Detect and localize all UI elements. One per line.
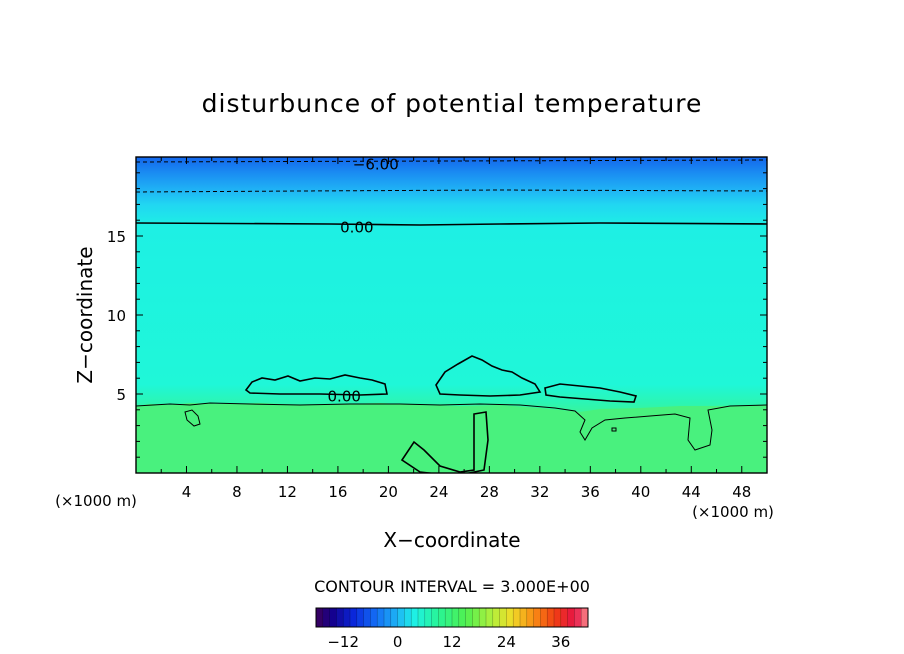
colorbar-cell bbox=[316, 608, 324, 627]
colorbar-cell bbox=[540, 608, 548, 627]
y-axis-label: Z−coordinate bbox=[73, 246, 97, 383]
colorbar-cell bbox=[404, 608, 412, 627]
colorbar-cell bbox=[560, 608, 568, 627]
colorbar-cell bbox=[390, 608, 398, 627]
x-tick-label: 12 bbox=[278, 483, 297, 501]
x-tick-label: 24 bbox=[429, 483, 448, 501]
colorbar-cell bbox=[465, 608, 473, 627]
colorbar-cell bbox=[397, 608, 405, 627]
colorbar-cell bbox=[336, 608, 344, 627]
colorbar-cell bbox=[445, 608, 453, 627]
chart-title: disturbunce of potential temperature bbox=[202, 89, 703, 118]
colorbar-cell bbox=[574, 608, 582, 627]
colorbar-tick-label: 12 bbox=[442, 633, 461, 651]
contour-label: 0.00 bbox=[328, 388, 361, 406]
contour-label: 0.00 bbox=[340, 219, 373, 237]
contour-column bbox=[400, 411, 489, 473]
colorbar-cell bbox=[567, 608, 575, 627]
contour-zero-lower bbox=[136, 402, 767, 451]
x-tick-label: 32 bbox=[530, 483, 549, 501]
colorbar-cell bbox=[377, 608, 385, 627]
contour-minus3 bbox=[136, 189, 767, 193]
x-tick-label: 36 bbox=[581, 483, 600, 501]
colorbar-cell bbox=[418, 608, 426, 627]
contour-label: −6.00 bbox=[353, 155, 399, 173]
warm-lower-layer bbox=[136, 403, 767, 473]
colorbar-cell bbox=[547, 608, 555, 627]
colorbar-cell bbox=[350, 608, 358, 627]
colorbar-cell bbox=[384, 608, 392, 627]
colorbar-cell bbox=[452, 608, 460, 627]
colorbar-tick-label: −12 bbox=[327, 633, 359, 651]
y-tick-label: 10 bbox=[107, 307, 126, 325]
colorbar-cell bbox=[479, 608, 487, 627]
colorbar-cell bbox=[513, 608, 521, 627]
contour-cloud-middle bbox=[435, 355, 542, 397]
colorbar-cell bbox=[486, 608, 494, 627]
colorbar-cell bbox=[499, 608, 507, 627]
colorbar-cell bbox=[526, 608, 534, 627]
colorbar-cell bbox=[472, 608, 480, 627]
colorbar-cell bbox=[506, 608, 514, 627]
colorbar: −12 0 12 24 36 bbox=[315, 607, 589, 651]
contour-interval-text: CONTOUR INTERVAL = 3.000E+00 bbox=[314, 577, 590, 596]
colorbar-cell bbox=[554, 608, 562, 627]
colorbar-cell bbox=[492, 608, 500, 627]
colorbar-cell bbox=[356, 608, 364, 627]
x-tick-label: 48 bbox=[732, 483, 751, 501]
colorbar-cell bbox=[581, 608, 589, 627]
colorbar-cell bbox=[520, 608, 528, 627]
colorbar-cell bbox=[329, 608, 337, 627]
contour-cloud-left bbox=[244, 374, 388, 396]
x-tick-label: 44 bbox=[682, 483, 701, 501]
contour-small-loop bbox=[184, 409, 201, 427]
colorbar-cell bbox=[438, 608, 446, 627]
x-tick-label: 28 bbox=[480, 483, 499, 501]
colorbar-cell bbox=[424, 608, 432, 627]
colorbar-cell bbox=[431, 608, 439, 627]
colorbar-cell bbox=[533, 608, 541, 627]
contour-labels: −6.00 0.00 0.00 bbox=[328, 155, 399, 406]
contour-minus6-top bbox=[136, 159, 767, 163]
x-unit-left: (×1000 m) bbox=[55, 492, 137, 510]
x-tick-label: 8 bbox=[232, 483, 242, 501]
colorbar-tick-label: 24 bbox=[497, 633, 516, 651]
contour-zero-upper bbox=[136, 222, 767, 226]
plot-area bbox=[136, 157, 767, 473]
y-tick-label: 15 bbox=[107, 228, 126, 246]
colorbar-tick-label: 36 bbox=[551, 633, 570, 651]
x-tick-label: 20 bbox=[379, 483, 398, 501]
colorbar-cell bbox=[370, 608, 378, 627]
x-tick-label: 16 bbox=[328, 483, 347, 501]
colorbar-cell bbox=[322, 608, 330, 627]
colorbar-tick-label: 0 bbox=[393, 633, 403, 651]
contour-dot bbox=[611, 427, 617, 432]
colorbar-frame bbox=[315, 607, 589, 628]
y-tick-label: 5 bbox=[116, 386, 126, 404]
colorbar-cell bbox=[411, 608, 419, 627]
colorbar-cell bbox=[363, 608, 371, 627]
x-tick-label: 40 bbox=[631, 483, 650, 501]
colorbar-cell bbox=[458, 608, 466, 627]
x-tick-label: 4 bbox=[182, 483, 192, 501]
x-unit-right: (×1000 m) bbox=[692, 503, 774, 521]
x-axis-label: X−coordinate bbox=[383, 528, 520, 552]
colorbar-cell bbox=[343, 608, 351, 627]
contour-cloud-right bbox=[544, 383, 638, 403]
